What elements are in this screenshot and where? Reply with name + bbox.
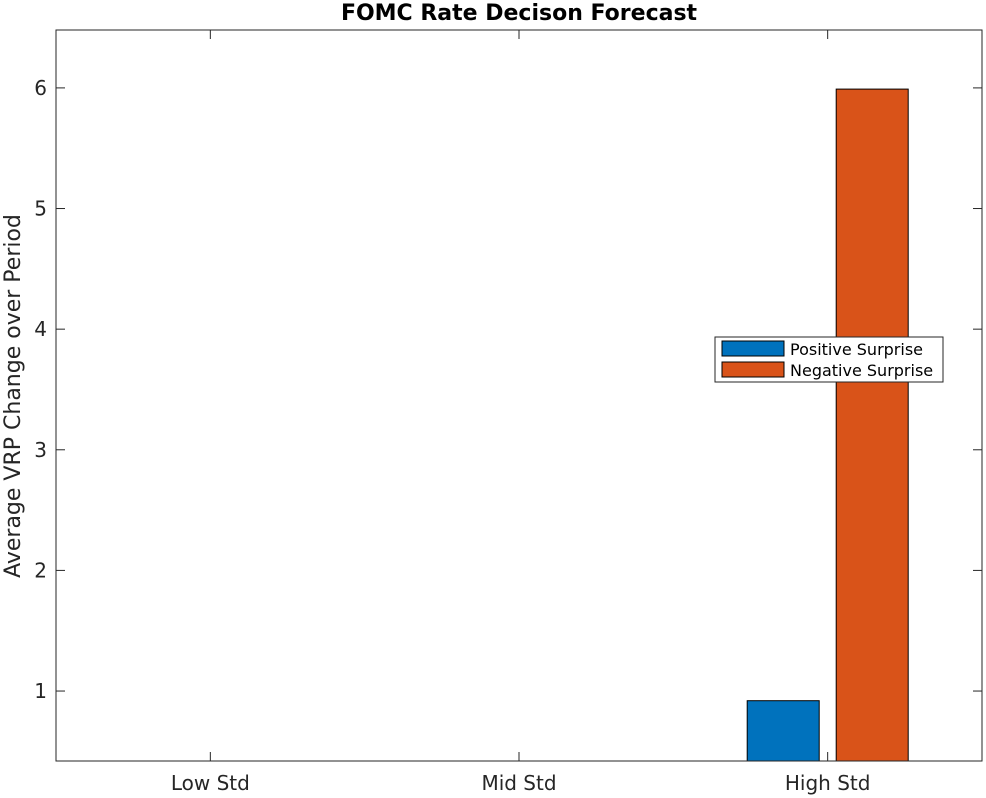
legend-label-positive-surprise: Positive Surprise — [790, 340, 923, 359]
legend-label-negative-surprise: Negative Surprise — [790, 361, 933, 380]
legend-swatch-positive-surprise — [721, 340, 785, 357]
legend: Positive Surprise Negative Surprise — [714, 336, 944, 383]
y-tick-label: 3 — [34, 438, 47, 462]
x-tick-label-high-std: High Std — [785, 771, 871, 795]
bars-group — [746, 88, 909, 762]
legend-swatch-negative-surprise — [721, 361, 785, 378]
x-tick-label-low-std: Low Std — [171, 771, 250, 795]
y-tick-label: 1 — [34, 679, 47, 703]
x-axis: Low Std Mid Std High Std — [171, 30, 871, 795]
y-axis: 1 2 3 4 5 6 — [34, 76, 982, 703]
y-tick-label: 5 — [34, 197, 47, 221]
chart-title: FOMC Rate Decison Forecast — [341, 1, 698, 26]
y-tick-label: 2 — [34, 558, 47, 582]
bar-positive-surprise-high-std — [746, 700, 820, 762]
bar-negative-surprise-high-std — [835, 88, 909, 762]
y-axis-label: Average VRP Change over Period — [1, 214, 26, 578]
y-tick-label: 4 — [34, 317, 47, 341]
y-tick-label: 6 — [34, 76, 47, 100]
plot-area-background — [56, 30, 982, 761]
x-tick-label-mid-std: Mid Std — [481, 771, 556, 795]
